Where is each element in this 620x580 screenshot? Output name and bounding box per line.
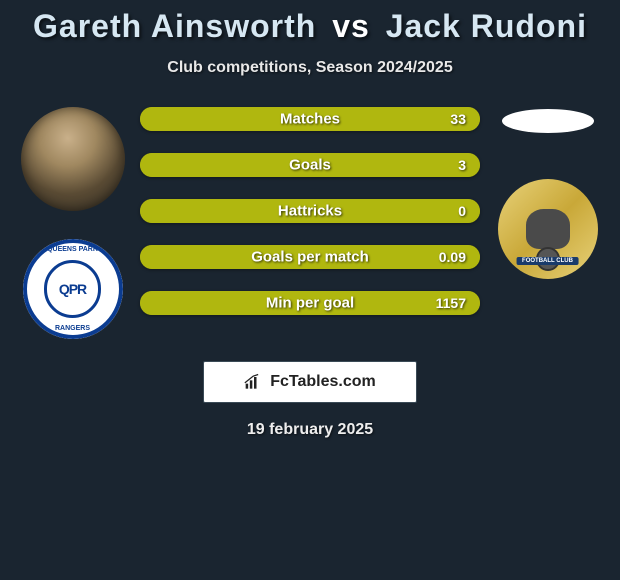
stat-bar: Goals per match 0.09 <box>140 245 480 269</box>
stat-bar: Min per goal 1157 <box>140 291 480 315</box>
stat-bar: Hattricks 0 <box>140 199 480 223</box>
left-column: QUEENS PARK QPR RANGERS <box>15 107 130 339</box>
stat-label: Matches <box>280 111 340 128</box>
qpr-arc-bottom: RANGERS <box>55 325 90 332</box>
comparison-title: Gareth Ainsworth vs Jack Rudoni <box>0 0 620 45</box>
player1-photo <box>21 107 125 211</box>
stat-bar: Goals 3 <box>140 153 480 177</box>
branding-text: FcTables.com <box>270 373 376 391</box>
stat-value-right: 3 <box>458 157 466 173</box>
title-player1: Gareth Ainsworth <box>33 8 316 44</box>
stat-bar: Matches 33 <box>140 107 480 131</box>
snapshot-date: 19 february 2025 <box>0 421 620 439</box>
title-vs: vs <box>332 8 370 44</box>
stat-label: Goals <box>289 157 331 174</box>
qpr-arc-top: QUEENS PARK <box>47 246 98 253</box>
right-column: FOOTBALL CLUB <box>490 107 605 279</box>
fctables-chart-icon <box>244 373 264 391</box>
subtitle: Club competitions, Season 2024/2025 <box>0 59 620 77</box>
stat-label: Goals per match <box>251 249 369 266</box>
branding-box[interactable]: FcTables.com <box>203 361 417 403</box>
stat-value-right: 0 <box>458 203 466 219</box>
stat-label: Hattricks <box>278 203 342 220</box>
title-player2: Jack Rudoni <box>386 8 587 44</box>
comparison-content: QUEENS PARK QPR RANGERS Matches 33 Goals 3 H… <box>0 107 620 339</box>
coventry-elephant-icon <box>526 209 570 249</box>
stat-value-right: 0.09 <box>439 249 466 265</box>
player2-club-badge: FOOTBALL CLUB <box>498 179 598 279</box>
stat-value-right: 33 <box>450 111 466 127</box>
qpr-short: QPR <box>44 260 101 317</box>
stat-label: Min per goal <box>266 295 354 312</box>
coventry-banner: FOOTBALL CLUB <box>516 257 579 265</box>
player2-photo-placeholder <box>502 109 594 133</box>
player1-club-badge: QUEENS PARK QPR RANGERS <box>23 239 123 339</box>
stat-bars: Matches 33 Goals 3 Hattricks 0 Goals per match… <box>140 107 480 315</box>
stat-value-right: 1157 <box>436 295 466 311</box>
